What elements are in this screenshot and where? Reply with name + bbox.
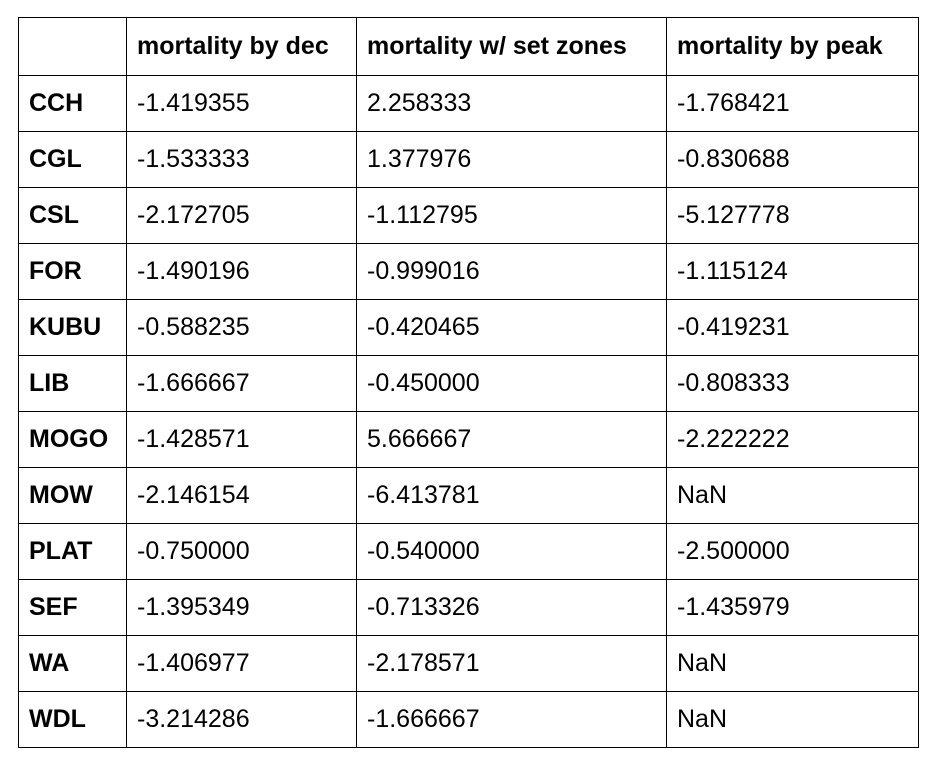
column-header-mortality-by-dec: mortality by dec [126,17,357,76]
cell-mortality-by-peak: -1.115124 [666,243,919,300]
table-row: WDL -3.214286 -1.666667 NaN [18,691,919,748]
table-row: MOW -2.146154 -6.413781 NaN [18,467,919,524]
cell-mortality-set-zones: -0.713326 [356,579,667,636]
cell-mortality-by-peak: -0.808333 [666,355,919,412]
table-row: FOR -1.490196 -0.999016 -1.115124 [18,243,919,300]
cell-mortality-by-dec: -1.419355 [126,75,357,132]
table-row: CSL -2.172705 -1.112795 -5.127778 [18,187,919,244]
row-label: MOGO [18,411,127,468]
table-row: KUBU -0.588235 -0.420465 -0.419231 [18,299,919,356]
row-label: MOW [18,467,127,524]
cell-mortality-by-peak: NaN [666,691,919,748]
row-label: CCH [18,75,127,132]
cell-mortality-by-dec: -0.750000 [126,523,357,580]
table-row: PLAT -0.750000 -0.540000 -2.500000 [18,523,919,580]
cell-mortality-set-zones: -1.666667 [356,691,667,748]
cell-mortality-by-dec: -3.214286 [126,691,357,748]
mortality-table: mortality by dec mortality w/ set zones … [18,17,919,748]
cell-mortality-by-peak: -2.500000 [666,523,919,580]
cell-mortality-by-peak: -1.768421 [666,75,919,132]
row-label: SEF [18,579,127,636]
cell-mortality-set-zones: 1.377976 [356,131,667,188]
table-row: LIB -1.666667 -0.450000 -0.808333 [18,355,919,412]
table-row: SEF -1.395349 -0.713326 -1.435979 [18,579,919,636]
cell-mortality-by-dec: -1.428571 [126,411,357,468]
cell-mortality-by-dec: -1.666667 [126,355,357,412]
row-label: LIB [18,355,127,412]
cell-mortality-by-dec: -2.146154 [126,467,357,524]
cell-mortality-set-zones: -0.450000 [356,355,667,412]
cell-mortality-set-zones: -6.413781 [356,467,667,524]
cell-mortality-set-zones: -2.178571 [356,635,667,692]
column-header-mortality-by-peak: mortality by peak [666,17,919,76]
cell-mortality-by-dec: -1.533333 [126,131,357,188]
cell-mortality-by-peak: -0.830688 [666,131,919,188]
table-row: CGL -1.533333 1.377976 -0.830688 [18,131,919,188]
column-header-mortality-set-zones: mortality w/ set zones [356,17,667,76]
row-label: FOR [18,243,127,300]
cell-mortality-set-zones: -0.999016 [356,243,667,300]
row-label: WDL [18,691,127,748]
cell-mortality-set-zones: -0.540000 [356,523,667,580]
table-row: MOGO -1.428571 5.666667 -2.222222 [18,411,919,468]
row-label: WA [18,635,127,692]
cell-mortality-set-zones: 2.258333 [356,75,667,132]
cell-mortality-by-dec: -0.588235 [126,299,357,356]
cell-mortality-set-zones: -1.112795 [356,187,667,244]
cell-mortality-by-peak: -5.127778 [666,187,919,244]
row-label: PLAT [18,523,127,580]
cell-mortality-by-peak: NaN [666,635,919,692]
row-label: CGL [18,131,127,188]
cell-mortality-by-dec: -1.395349 [126,579,357,636]
cell-mortality-set-zones: -0.420465 [356,299,667,356]
cell-mortality-by-dec: -2.172705 [126,187,357,244]
header-row: mortality by dec mortality w/ set zones … [18,17,919,76]
cell-mortality-set-zones: 5.666667 [356,411,667,468]
row-label: KUBU [18,299,127,356]
table-row: WA -1.406977 -2.178571 NaN [18,635,919,692]
cell-mortality-by-dec: -1.490196 [126,243,357,300]
cell-mortality-by-dec: -1.406977 [126,635,357,692]
cell-mortality-by-peak: -1.435979 [666,579,919,636]
corner-cell [18,17,127,76]
cell-mortality-by-peak: -0.419231 [666,299,919,356]
table-row: CCH -1.419355 2.258333 -1.768421 [18,75,919,132]
cell-mortality-by-peak: -2.222222 [666,411,919,468]
row-label: CSL [18,187,127,244]
cell-mortality-by-peak: NaN [666,467,919,524]
